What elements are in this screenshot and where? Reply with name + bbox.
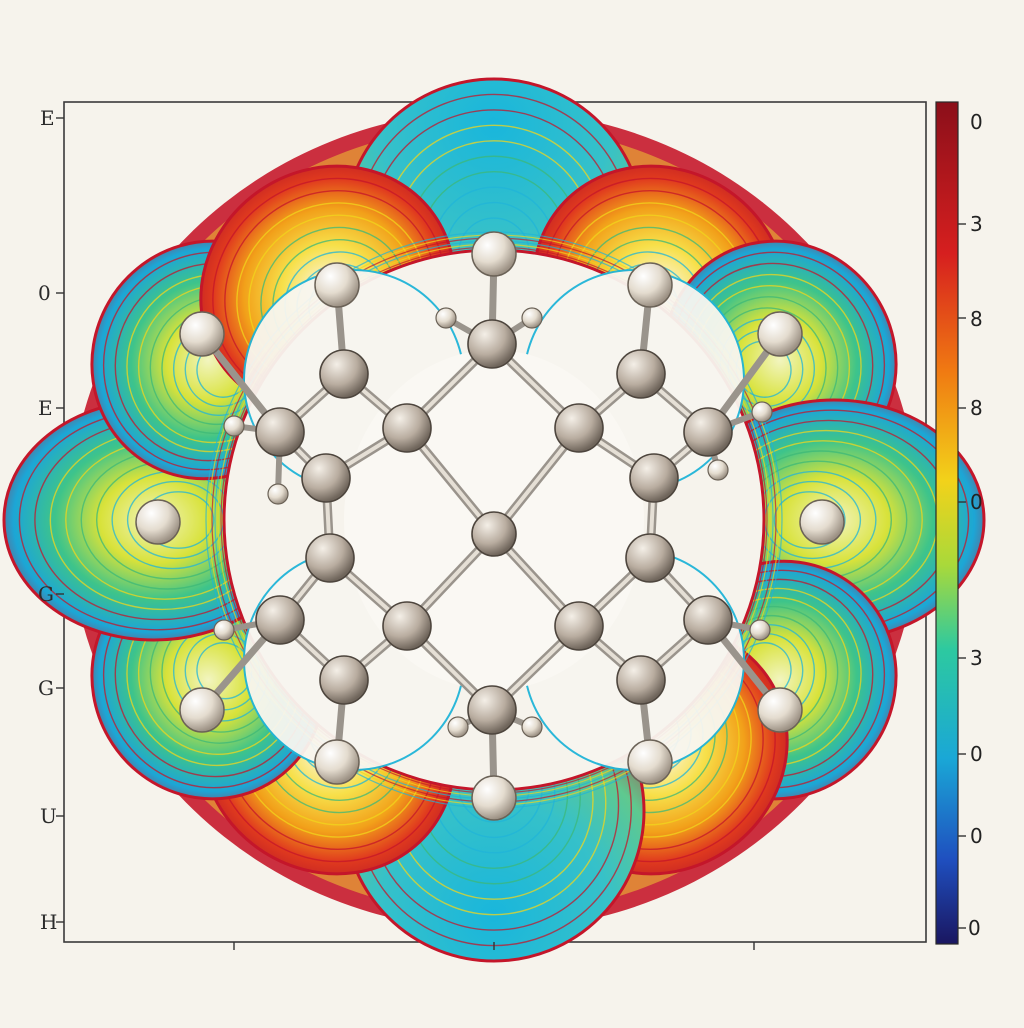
colorbar-tick-1: 3 xyxy=(970,212,983,236)
carbon-atom xyxy=(683,595,733,645)
left-axis-tick-5: G xyxy=(38,676,54,700)
hydrogen-atom xyxy=(471,231,517,277)
carbon-atom xyxy=(467,685,517,735)
carbon-atom xyxy=(616,349,666,399)
small-atom xyxy=(213,619,235,641)
hydrogen-atom xyxy=(757,687,803,733)
hydrogen-atom xyxy=(179,311,225,357)
colorbar-tick-6: 0 xyxy=(970,742,983,766)
carbon-atom xyxy=(471,511,517,557)
hydrogen-atom xyxy=(627,739,673,785)
carbon-atom xyxy=(625,533,675,583)
left-axis-tick-4: G xyxy=(38,582,54,606)
hydrogen-atom xyxy=(799,499,845,545)
small-atom xyxy=(749,619,771,641)
carbon-atom xyxy=(554,403,604,453)
small-atom xyxy=(435,307,457,329)
colorbar-tick-2: 8 xyxy=(970,307,983,331)
small-atom xyxy=(521,716,543,738)
left-axis-tick-6: U xyxy=(40,804,57,828)
hydrogen-atom xyxy=(179,687,225,733)
left-axis-tick-2: 0 xyxy=(38,281,51,305)
carbon-atom xyxy=(305,533,355,583)
carbon-atom xyxy=(616,655,666,705)
small-atom xyxy=(707,459,729,481)
hydrogen-atom xyxy=(757,311,803,357)
left-axis-tick-1: E xyxy=(40,106,55,130)
carbon-atom xyxy=(382,403,432,453)
carbon-atom xyxy=(467,319,517,369)
carbon-atom xyxy=(255,595,305,645)
colorbar-tick-8: 0 xyxy=(968,916,981,940)
colorbar-tick-7: 0 xyxy=(970,824,983,848)
hydrogen-atom xyxy=(314,739,360,785)
carbon-atom xyxy=(629,453,679,503)
contour-line xyxy=(773,491,846,549)
carbon-atom xyxy=(319,349,369,399)
small-atom xyxy=(223,415,245,437)
carbon-atom xyxy=(319,655,369,705)
carbon-atom xyxy=(301,453,351,503)
carbon-atom xyxy=(683,407,733,457)
carbon-atom xyxy=(554,601,604,651)
colorbar-tick-4: 0 xyxy=(970,490,983,514)
hydrogen-atom xyxy=(314,262,360,308)
hydrogen-atom xyxy=(471,775,517,821)
small-atom xyxy=(751,401,773,423)
carbon-atom xyxy=(255,407,305,457)
small-atom xyxy=(267,483,289,505)
hydrogen-atom xyxy=(627,262,673,308)
small-atom xyxy=(447,716,469,738)
small-atom xyxy=(521,307,543,329)
colorbar-tick-3: 8 xyxy=(970,396,983,420)
molecule-atoms xyxy=(135,231,845,821)
left-axis-tick-3: E xyxy=(38,396,53,420)
carbon-atom xyxy=(382,601,432,651)
colorbar-tick-5: 3 xyxy=(970,646,983,670)
colorbar xyxy=(935,101,959,945)
colorbar-title: 0 xyxy=(970,110,983,134)
left-axis-tick-7: H xyxy=(40,910,58,934)
hydrogen-atom xyxy=(135,499,181,545)
